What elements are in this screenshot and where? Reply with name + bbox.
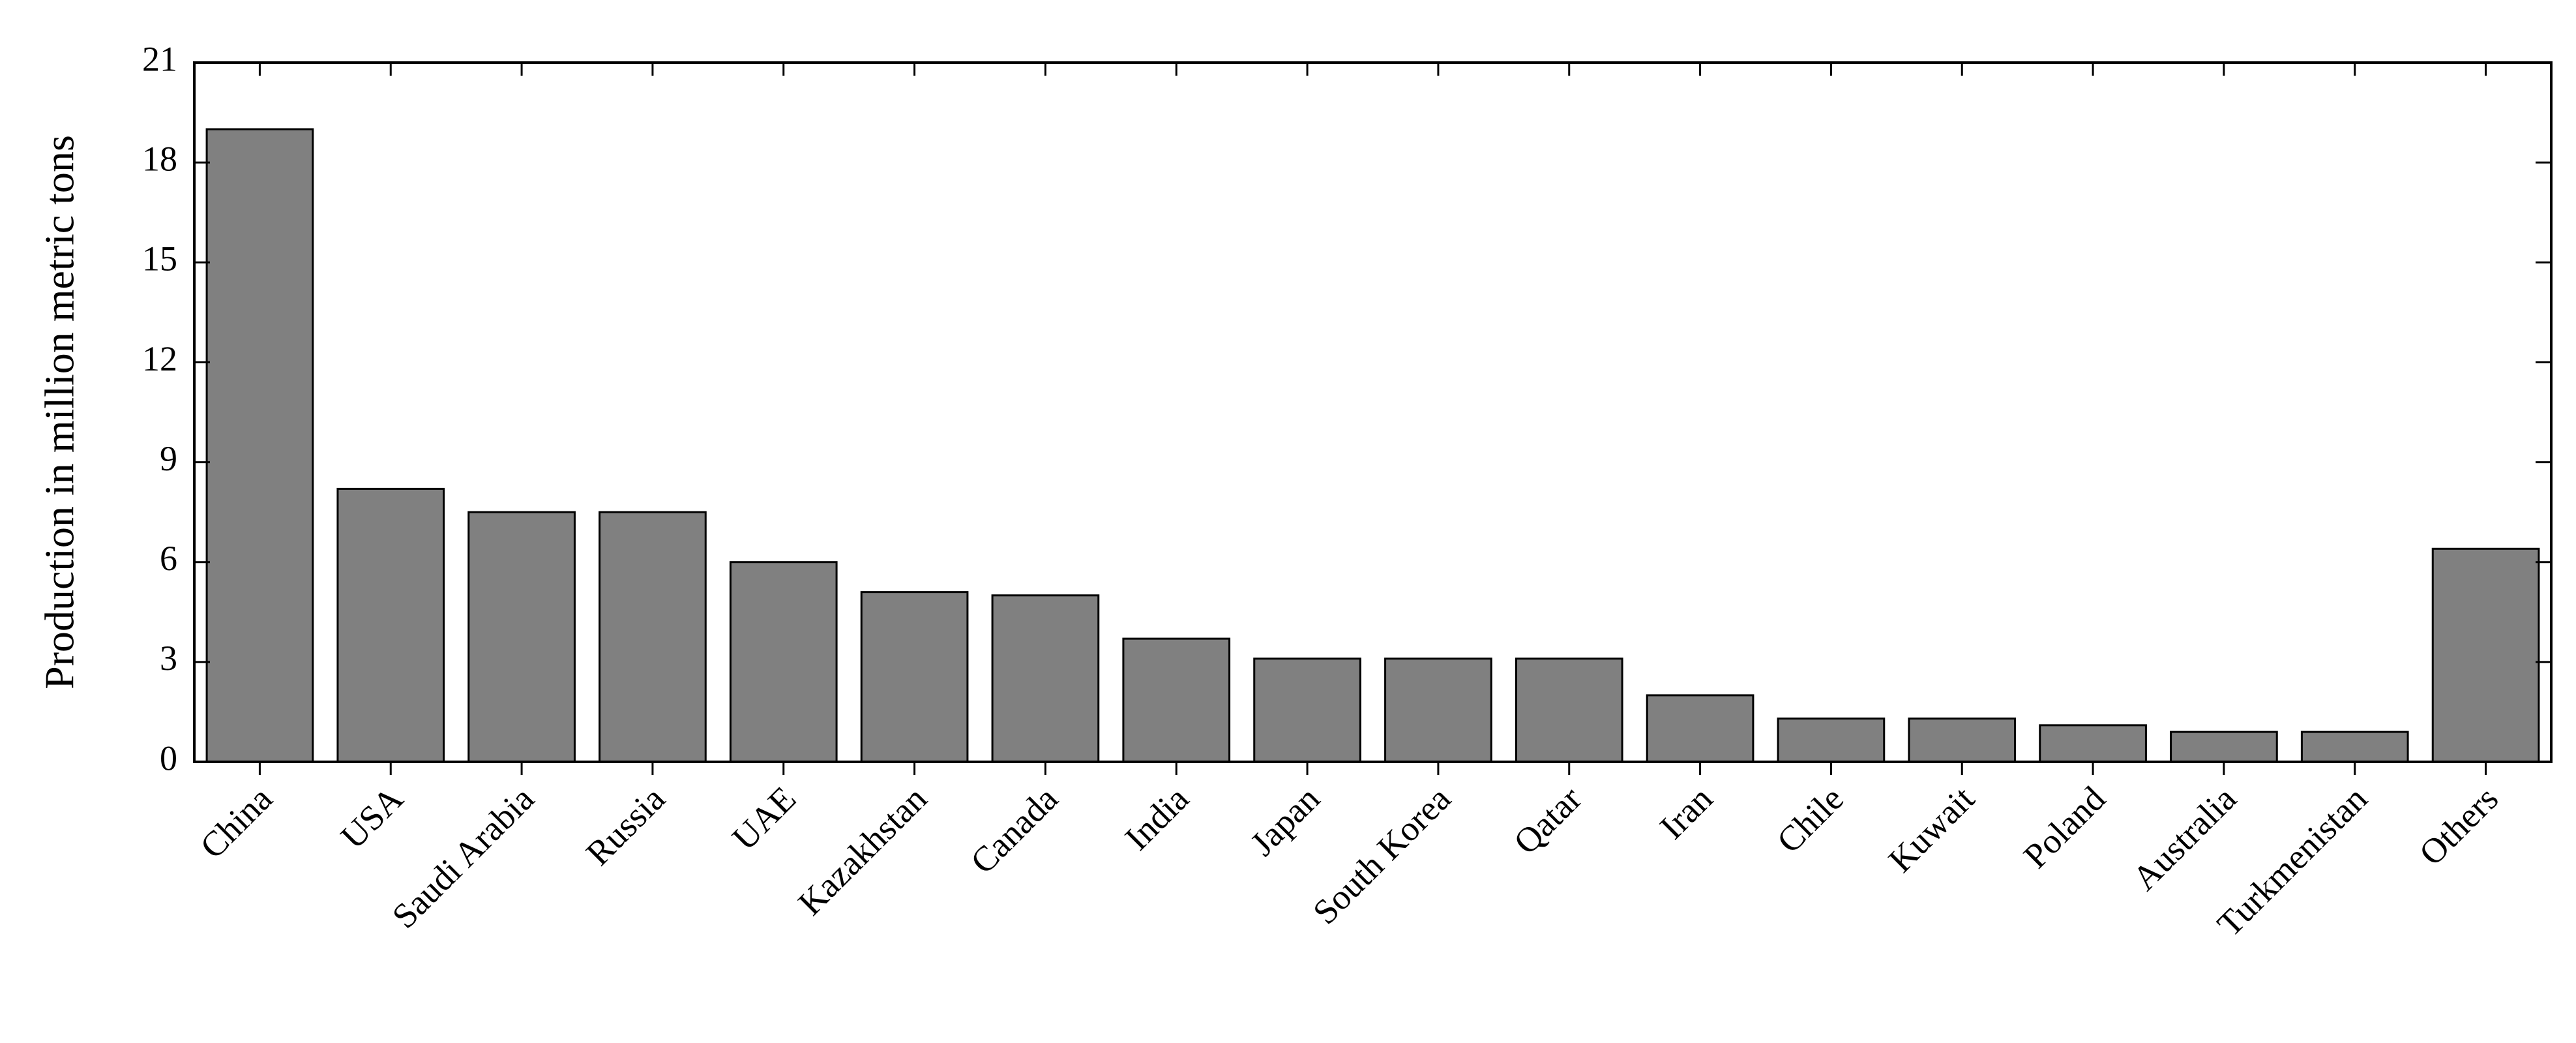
- y-tick-label: 0: [160, 738, 177, 778]
- x-tick-label: Australia: [2125, 779, 2243, 898]
- bar: [860, 591, 969, 763]
- x-tick-label: Chile: [1769, 779, 1851, 860]
- bar: [1384, 658, 1492, 763]
- bar: [1515, 658, 1623, 763]
- x-tick-label: Japan: [1243, 779, 1327, 863]
- y-axis-title: Production in million metric tons: [37, 135, 83, 689]
- x-tick-label: USA: [333, 779, 411, 856]
- bar: [2170, 731, 2278, 763]
- x-tick-label: Saudi Arabia: [385, 779, 542, 936]
- x-tick-label: Russia: [578, 779, 672, 873]
- x-tick-label: UAE: [724, 779, 803, 858]
- x-tick-label: Qatar: [1506, 779, 1589, 862]
- x-tick-label: Kazakhstan: [791, 779, 935, 923]
- y-tick-label: 21: [142, 39, 177, 78]
- y-tick-label: 15: [142, 239, 177, 279]
- bar: [2431, 547, 2540, 763]
- x-tick-label: Kuwait: [1881, 779, 1982, 880]
- bar: [599, 511, 707, 763]
- bar: [2039, 724, 2147, 763]
- x-tick-label: Poland: [2016, 779, 2113, 876]
- bar: [336, 487, 445, 763]
- bar: [205, 128, 314, 763]
- y-tick-label: 6: [160, 539, 177, 578]
- bar: [991, 594, 1100, 763]
- bar: [1908, 718, 2017, 763]
- bar: [729, 561, 838, 763]
- plot-frame: [193, 61, 2553, 763]
- x-tick-label: Canada: [963, 779, 1065, 881]
- x-tick-label: Iran: [1652, 779, 1720, 847]
- x-tick-label: Others: [2412, 779, 2506, 873]
- x-tick-label: China: [192, 779, 280, 866]
- bar: [467, 511, 576, 763]
- y-tick-label: 18: [142, 140, 177, 179]
- y-tick-label: 12: [142, 339, 177, 378]
- x-tick-label: India: [1118, 779, 1196, 858]
- y-tick-label: 3: [160, 639, 177, 678]
- x-tick-label: South Korea: [1305, 779, 1458, 931]
- bar: [1777, 718, 1886, 763]
- bar: [1646, 694, 1754, 763]
- bar: [1253, 658, 1361, 763]
- bar: [1122, 637, 1231, 763]
- y-tick-label: 9: [160, 439, 177, 478]
- bar: [2300, 731, 2409, 763]
